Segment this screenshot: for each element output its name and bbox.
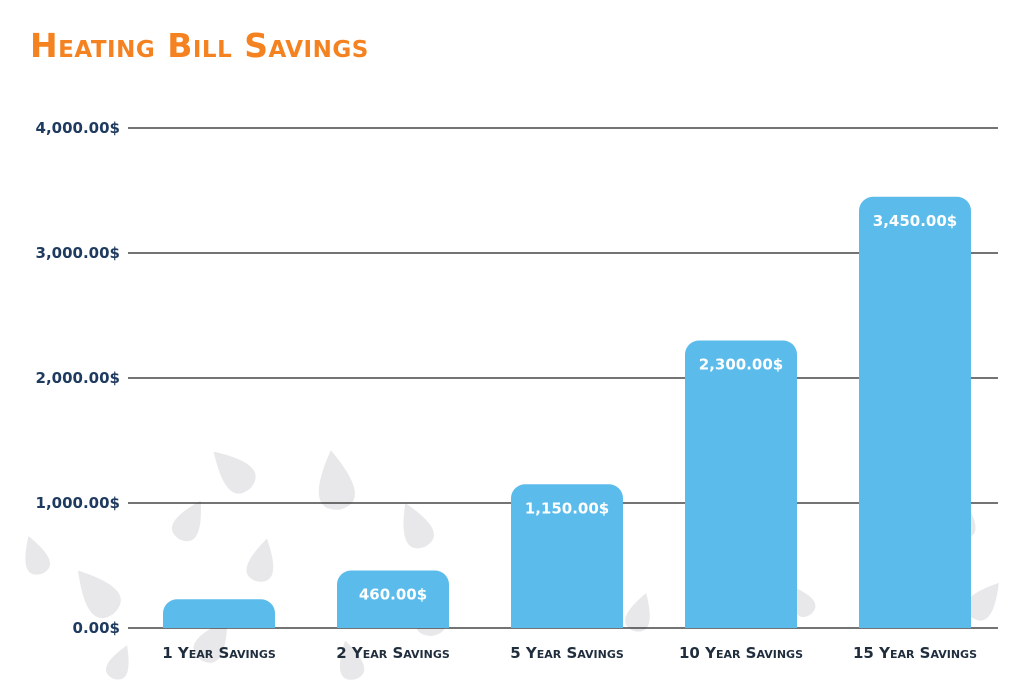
bars: 460.00$ 1,150.00$ 2,300.00$ 3,450.00$ xyxy=(163,196,971,628)
x-tick-label: 1 Year Savings xyxy=(162,644,276,662)
decor-drop xyxy=(78,570,121,618)
x-axis-ticks: 1 Year Savings 2 Year Savings 5 Year Savin… xyxy=(162,644,977,662)
decor-drop xyxy=(339,640,365,680)
y-tick-label: 0.00$ xyxy=(73,619,120,637)
decor-drop xyxy=(403,503,434,549)
bar-base xyxy=(163,614,275,628)
y-tick-label: 1,000.00$ xyxy=(36,494,120,512)
bar xyxy=(859,196,971,628)
bar xyxy=(511,484,623,628)
chart-title: Heating Bill Savings xyxy=(30,26,369,65)
decor-drop xyxy=(965,582,999,621)
decor-drop xyxy=(213,451,256,494)
decor-drop xyxy=(171,500,201,542)
bar xyxy=(685,340,797,628)
bar-base xyxy=(859,614,971,628)
bar-base xyxy=(685,614,797,628)
decor-drop xyxy=(193,620,228,663)
bar-base xyxy=(511,614,623,628)
bar-value-label: 3,450.00$ xyxy=(873,212,957,230)
x-tick-label: 2 Year Savings xyxy=(336,644,450,662)
decor-drop xyxy=(25,536,51,575)
y-tick-label: 4,000.00$ xyxy=(36,119,120,137)
y-tick-label: 2,000.00$ xyxy=(36,369,120,387)
bar-base xyxy=(337,614,449,628)
x-tick-label: 15 Year Savings xyxy=(853,644,977,662)
bar-value-label: 1,150.00$ xyxy=(525,499,609,517)
decor-drop xyxy=(318,450,355,510)
bar-value-label: 460.00$ xyxy=(359,586,427,604)
y-axis-ticks: 0.00$ 1,000.00$ 2,000.00$ 3,000.00$ 4,000.00… xyxy=(36,119,120,637)
x-tick-label: 10 Year Savings xyxy=(679,644,803,662)
y-tick-label: 3,000.00$ xyxy=(36,244,120,262)
decor-drop xyxy=(105,645,129,680)
x-tick-label: 5 Year Savings xyxy=(510,644,624,662)
bar xyxy=(337,570,449,628)
bar-value-label: 2,300.00$ xyxy=(699,356,783,374)
decor-drop xyxy=(246,538,274,582)
decor-drop xyxy=(625,592,650,632)
